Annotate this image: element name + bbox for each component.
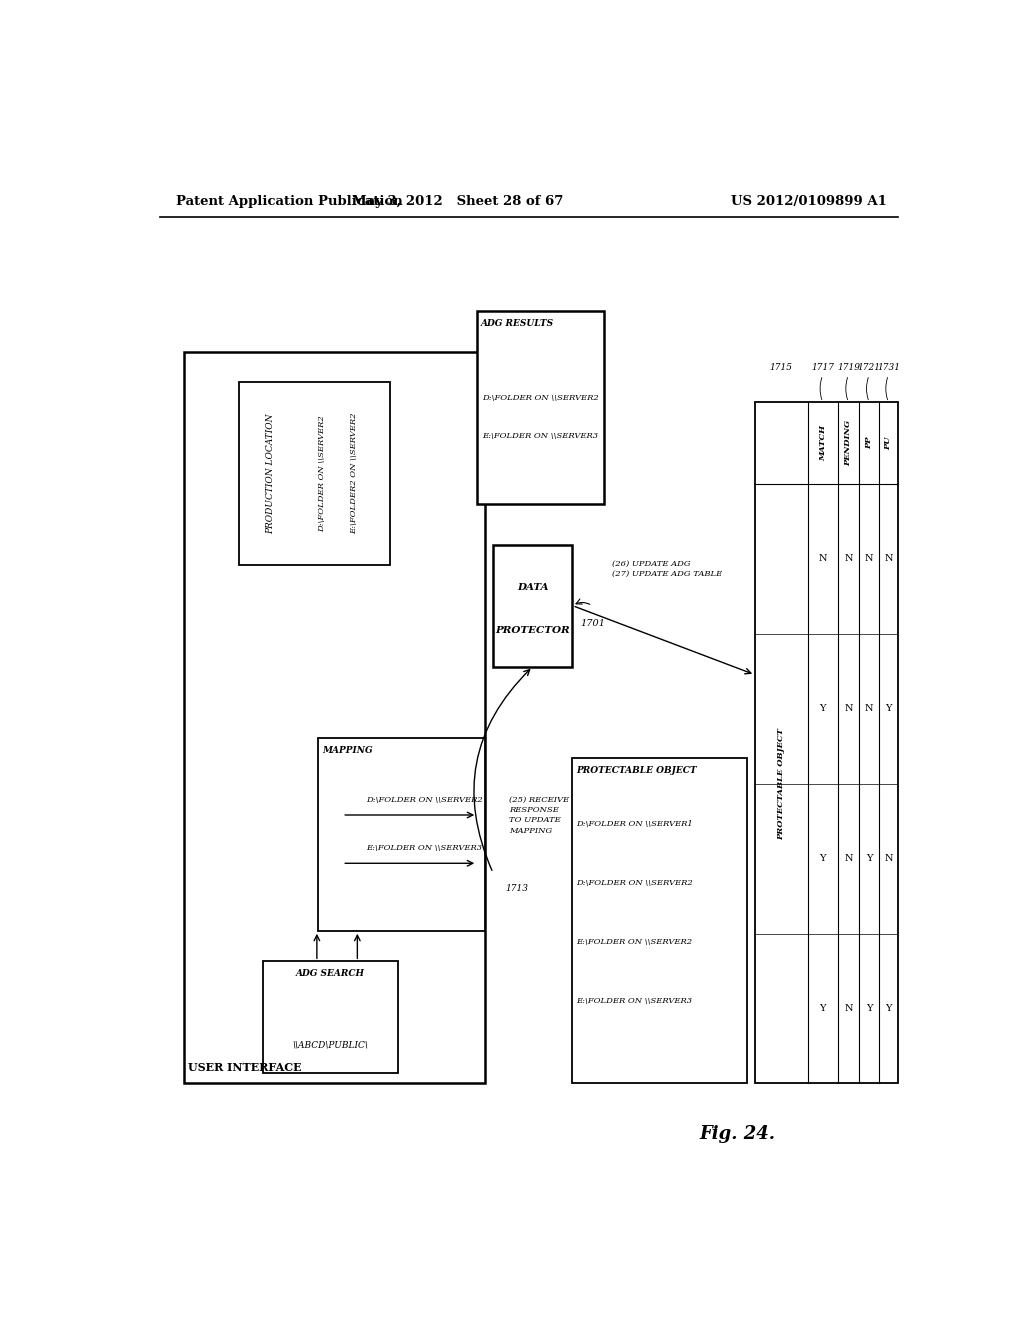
Text: 1717: 1717 [811,363,835,372]
Text: Y: Y [886,705,892,713]
Text: N: N [844,554,853,564]
Text: N: N [844,1005,853,1012]
Text: ADG RESULTS: ADG RESULTS [481,319,554,327]
Text: Y: Y [819,705,826,713]
Text: E:\FOLDER ON \\SERVER2: E:\FOLDER ON \\SERVER2 [577,939,692,946]
Text: MATCH: MATCH [819,425,826,461]
Text: D:\FOLDER ON \\SERVER2: D:\FOLDER ON \\SERVER2 [482,393,599,401]
Text: 1719: 1719 [837,363,860,372]
Bar [183,351,485,1084]
Text: N: N [844,705,853,713]
Text: 1731: 1731 [877,363,900,372]
Text: USER INTERFACE: USER INTERFACE [187,1063,301,1073]
Text: 1701: 1701 [581,619,605,628]
Text: ADG SEARCH: ADG SEARCH [296,969,365,978]
Text: N: N [865,705,873,713]
Bar [755,403,898,1084]
Text: PRODUCTION LOCATION: PRODUCTION LOCATION [266,413,275,533]
Text: E:\FOLDER2 ON \\SERVER2: E:\FOLDER2 ON \\SERVER2 [350,413,358,535]
Text: PROTECTABLE OBJECT: PROTECTABLE OBJECT [577,766,697,775]
Text: (26) UPDATE ADG
(27) UPDATE ADG TABLE: (26) UPDATE ADG (27) UPDATE ADG TABLE [612,560,722,578]
Text: Y: Y [819,854,826,863]
Text: PROTECTABLE OBJECT: PROTECTABLE OBJECT [777,727,785,840]
Text: Y: Y [866,1005,872,1012]
Text: D:\FOLDER ON \\SERVER2: D:\FOLDER ON \\SERVER2 [367,796,483,804]
Text: Y: Y [866,854,872,863]
Text: E:\FOLDER ON \\SERVER3: E:\FOLDER ON \\SERVER3 [482,433,599,441]
Text: D:\FOLDER ON \\SERVER1: D:\FOLDER ON \\SERVER1 [577,820,693,828]
Text: PU: PU [885,437,893,450]
Text: MAPPING: MAPPING [323,746,373,755]
Text: PP: PP [865,437,873,449]
Text: PENDING: PENDING [845,420,853,466]
Bar [477,312,604,504]
Text: N: N [818,554,827,564]
Text: 1715: 1715 [770,363,793,372]
Text: N: N [885,854,893,863]
Bar [263,961,398,1073]
Text: 1721: 1721 [858,363,881,372]
Text: N: N [865,554,873,564]
Text: US 2012/0109899 A1: US 2012/0109899 A1 [731,194,887,207]
Bar [572,758,748,1084]
Text: D:\FOLDER ON \\SERVER2: D:\FOLDER ON \\SERVER2 [577,879,693,887]
Text: Patent Application Publication: Patent Application Publication [176,194,402,207]
Text: E:\FOLDER ON \\SERVER3: E:\FOLDER ON \\SERVER3 [367,843,482,851]
Text: N: N [885,554,893,564]
Text: PROTECTOR: PROTECTOR [496,626,570,635]
Text: N: N [844,854,853,863]
Text: Fig. 24.: Fig. 24. [699,1125,775,1143]
Text: 1713: 1713 [505,884,528,892]
Text: Y: Y [886,1005,892,1012]
Text: Y: Y [819,1005,826,1012]
Text: \\ABCD\PUBLIC\: \\ABCD\PUBLIC\ [293,1040,369,1049]
Text: (25) RECEIVE
RESPONSE
TO UPDATE
MAPPING: (25) RECEIVE RESPONSE TO UPDATE MAPPING [509,796,569,834]
Text: May 3, 2012   Sheet 28 of 67: May 3, 2012 Sheet 28 of 67 [351,194,563,207]
Text: D:\FOLDER ON \\SERVER2: D:\FOLDER ON \\SERVER2 [318,414,327,532]
Text: DATA: DATA [517,583,549,591]
Bar [240,381,390,565]
Text: E:\FOLDER ON \\SERVER3: E:\FOLDER ON \\SERVER3 [577,997,692,1005]
Bar [494,545,572,667]
Bar [318,738,485,931]
